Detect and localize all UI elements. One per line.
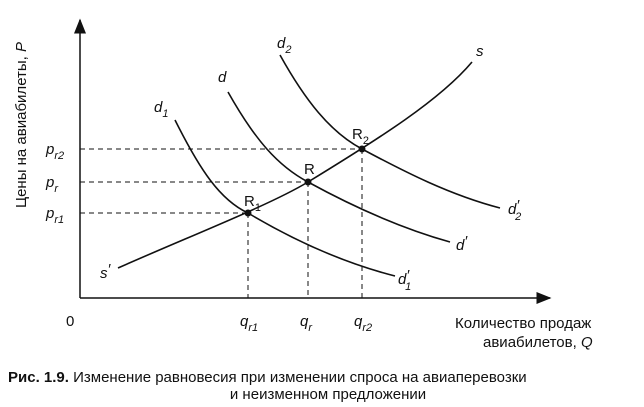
text: 2 — [514, 211, 521, 223]
text: d — [456, 237, 465, 254]
y-tick-label: pr — [45, 174, 59, 195]
curve-label: s — [476, 43, 484, 60]
text: R — [244, 193, 255, 210]
guides — [80, 148, 363, 298]
text: r2 — [54, 150, 64, 162]
point-label: R1 — [244, 193, 261, 214]
caption: Рис. 1.9. Изменение равновесия при измен… — [8, 369, 527, 386]
text: 1 — [405, 281, 411, 293]
text: Цены на авиабилеты, — [13, 52, 30, 208]
curve-label: d — [218, 69, 227, 86]
point-label: R2 — [352, 126, 369, 147]
text: d — [398, 271, 407, 288]
text: 1 — [162, 108, 168, 120]
text: ′ — [108, 261, 112, 278]
text: s — [476, 43, 484, 60]
curve-label: d′ 2 — [508, 197, 521, 223]
x-tick-label: qr1 — [240, 313, 258, 334]
text: 2 — [284, 44, 291, 56]
text: r — [308, 322, 313, 334]
point — [244, 209, 252, 217]
curve-label: d1 — [154, 99, 168, 120]
text: r1 — [248, 322, 258, 334]
text: 1 — [255, 202, 261, 214]
y-tick-label: pr1 — [45, 205, 64, 226]
text: p — [45, 174, 54, 191]
caption: и неизменном предложении — [230, 386, 426, 403]
supply-curve — [117, 61, 473, 269]
point — [358, 145, 366, 153]
text: ′ — [406, 267, 410, 284]
text: d — [508, 201, 517, 218]
point — [304, 178, 312, 186]
curve-label: s′ — [100, 261, 112, 282]
text: Q — [581, 334, 593, 351]
text: q — [240, 313, 249, 330]
origin-label: 0 — [66, 313, 74, 330]
text: Изменение равновесия при изменении спрос… — [69, 369, 527, 386]
x-axis-label: авиабилетов, Q — [483, 334, 593, 351]
y-tick-label: pr2 — [45, 141, 64, 162]
text: d — [154, 99, 163, 116]
point-label: R — [304, 161, 315, 178]
text: R — [352, 126, 363, 143]
text: r1 — [54, 214, 64, 226]
text: P — [13, 42, 30, 52]
curve-label: d′ 1 — [398, 267, 411, 293]
curve-label: d′ — [456, 233, 468, 254]
x-axis-label: Количество продаж — [455, 315, 591, 332]
text: r — [54, 183, 59, 195]
text: s — [100, 265, 108, 282]
text: q — [300, 313, 309, 330]
curve-label: d2 — [277, 35, 291, 56]
x-tick-label: qr — [300, 313, 313, 334]
text: авиабилетов, — [483, 334, 581, 351]
text: d — [218, 69, 227, 86]
text: R — [304, 161, 315, 178]
text: 2 — [363, 135, 369, 147]
text: r2 — [362, 322, 372, 334]
text: ′ — [516, 197, 520, 214]
text: ′ — [464, 233, 468, 250]
demand-curve — [227, 91, 451, 243]
text: Рис. 1.9. — [8, 369, 69, 386]
y-axis-label: Цены на авиабилеты, P — [13, 42, 30, 208]
x-tick-label: qr2 — [354, 313, 372, 334]
text: p — [45, 205, 54, 222]
text: p — [45, 141, 54, 158]
text: q — [354, 313, 363, 330]
text: d — [277, 35, 286, 52]
